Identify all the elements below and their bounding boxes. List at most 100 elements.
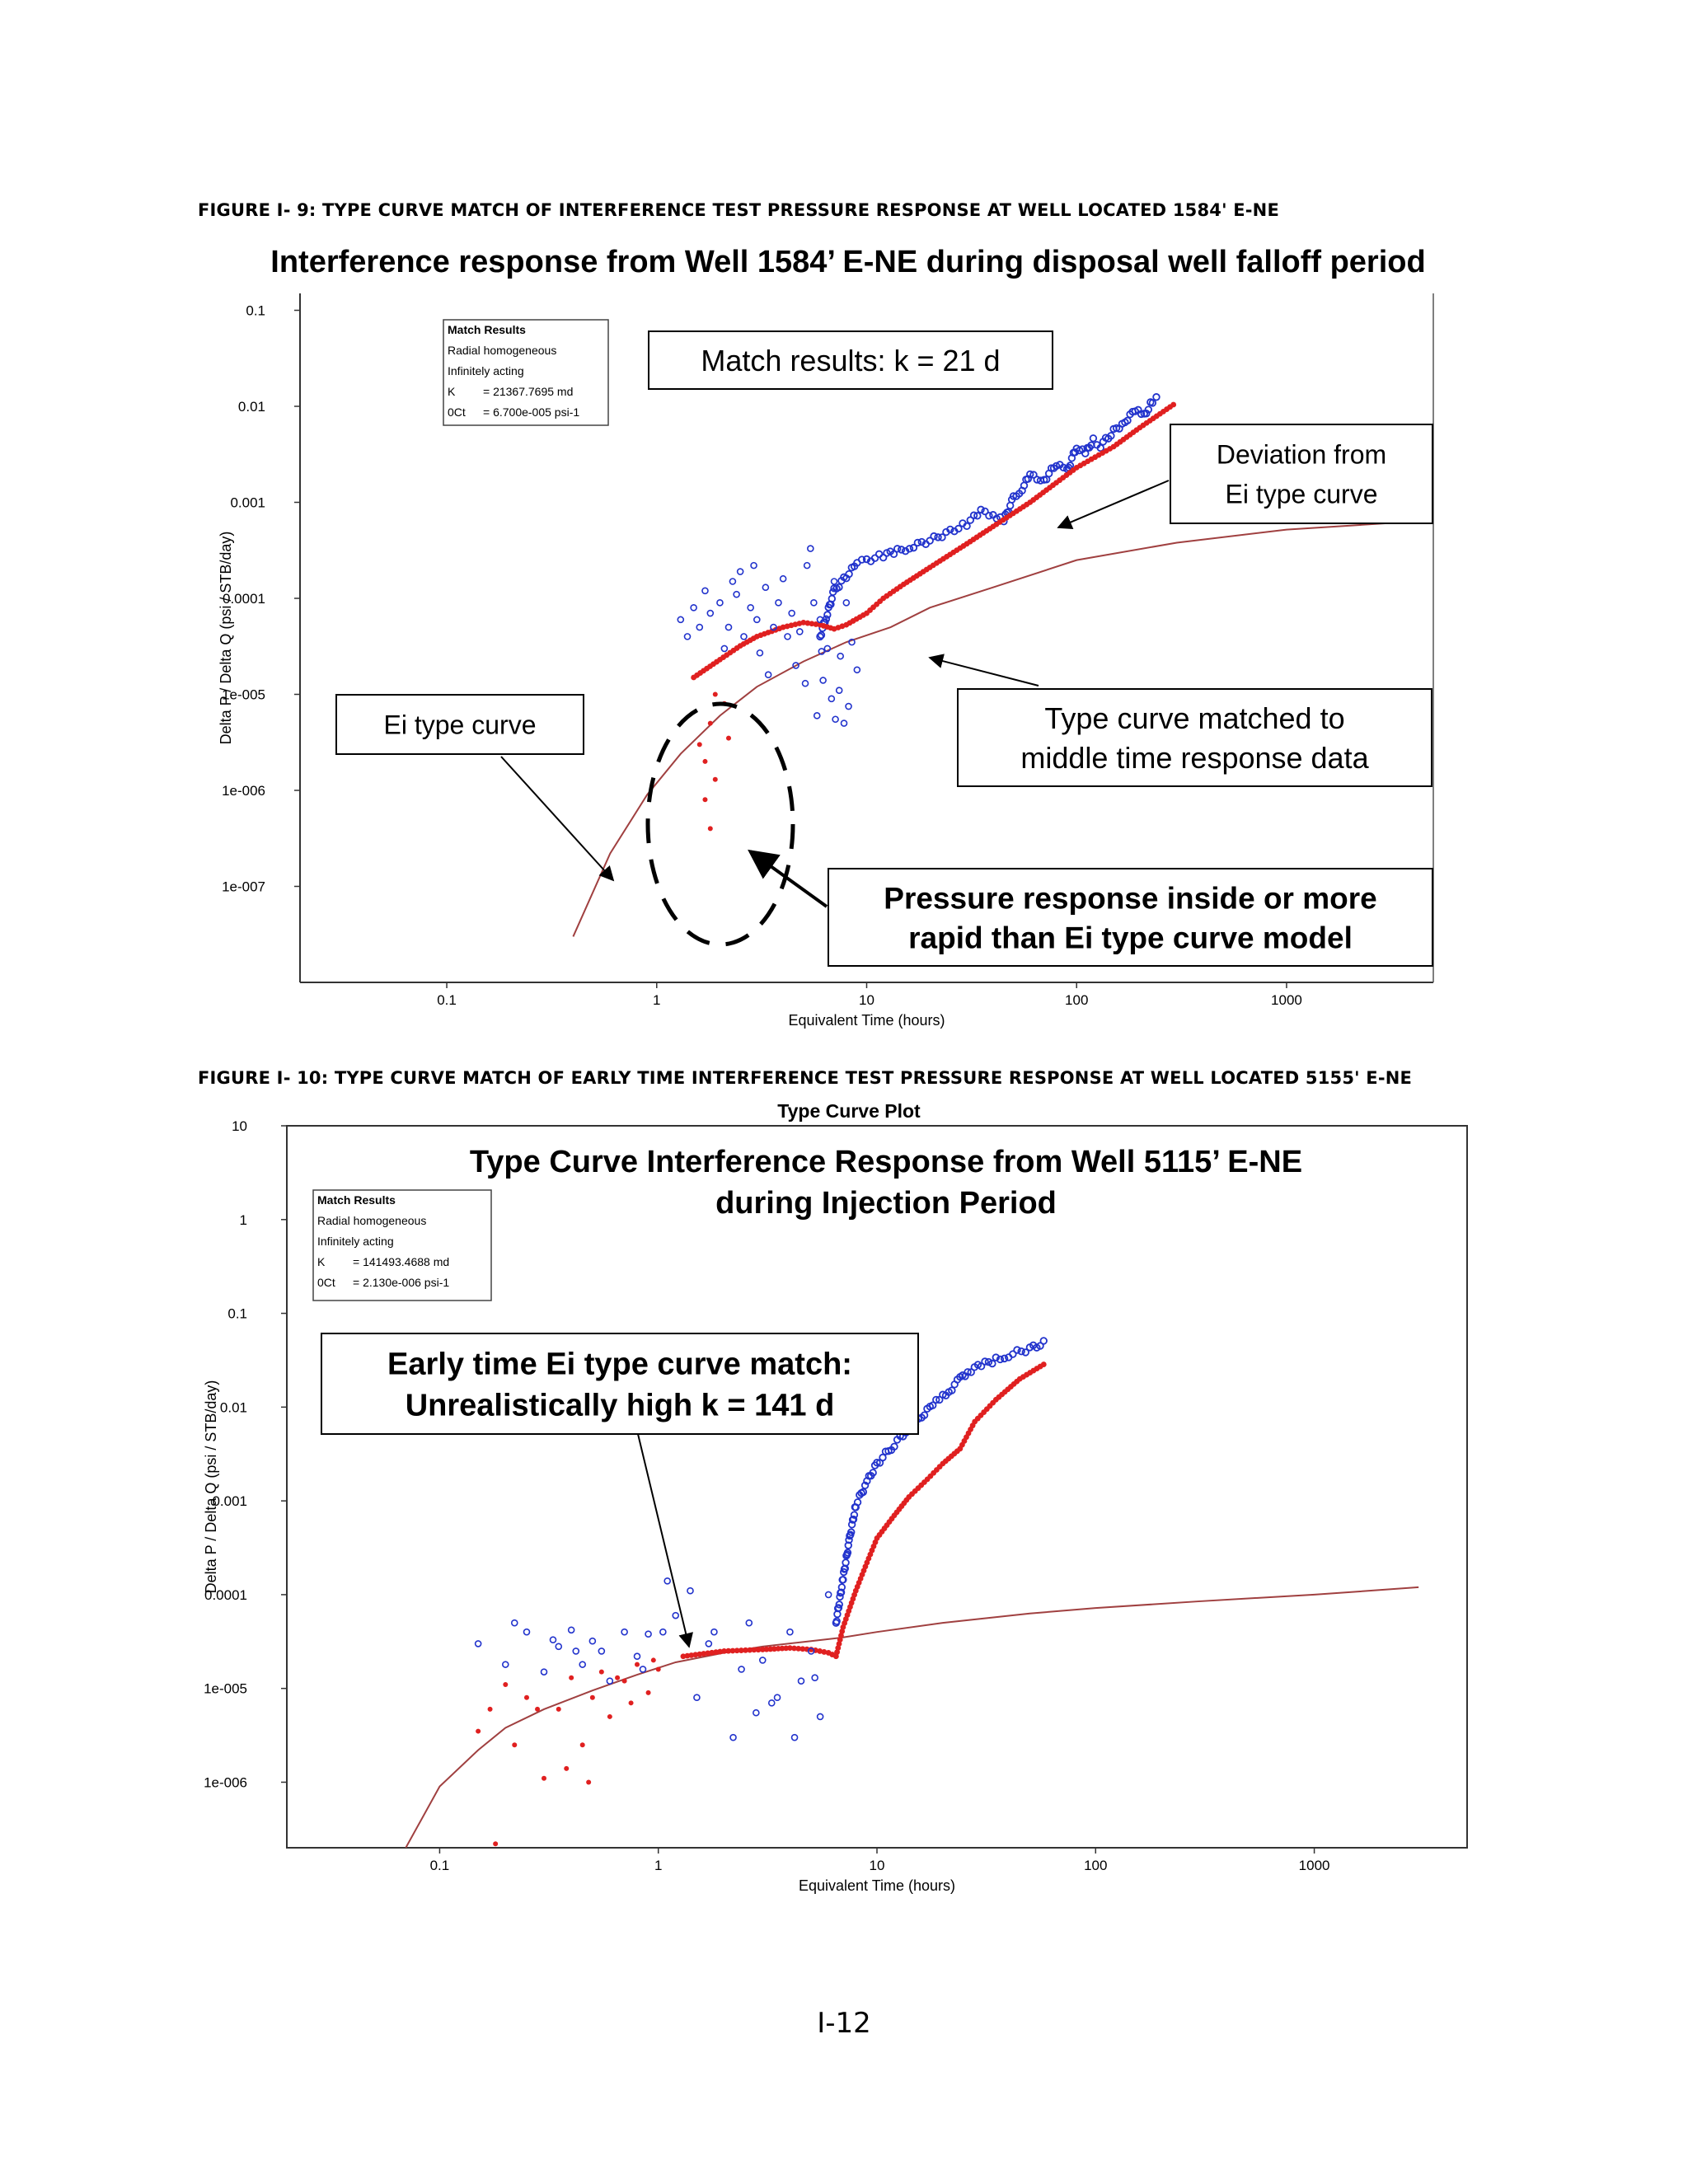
observed-scatter-point	[811, 1674, 818, 1682]
observed-point	[1052, 462, 1061, 471]
derivative-point	[709, 1649, 715, 1656]
derivative-point	[717, 1648, 724, 1655]
derivative-point	[800, 619, 807, 626]
derivative-point	[713, 1649, 720, 1656]
match-param-value: = 141493.4688 md	[353, 1255, 449, 1268]
y-tick-label: 1e-005	[204, 1681, 247, 1697]
y-tick-label: 10	[232, 1118, 247, 1134]
observed-scatter-point	[816, 1713, 824, 1721]
observed-point	[823, 611, 832, 619]
observed-scatter-point	[753, 1708, 760, 1717]
annotation-arrow	[1057, 480, 1170, 529]
highlight-ellipse	[645, 701, 795, 947]
match-results-line: Radial homogeneous	[317, 1214, 426, 1227]
plot-area	[572, 393, 1433, 937]
derivative-point	[747, 1647, 753, 1653]
derivative-scatter-point	[655, 1666, 661, 1672]
observed-point	[977, 505, 985, 514]
observed-scatter-point	[775, 599, 782, 607]
plot-area	[405, 1337, 1419, 1848]
derivative-point	[817, 1648, 823, 1654]
observed-scatter-point	[779, 574, 787, 583]
derivative-scatter-point	[628, 1700, 634, 1706]
observed-point	[1009, 1350, 1017, 1358]
observed-point	[859, 1488, 868, 1497]
derivative-point	[705, 1650, 711, 1657]
observed-point	[1026, 470, 1034, 479]
y-tick-label: 1e-006	[222, 783, 265, 799]
observed-point	[847, 1528, 856, 1536]
observed-scatter-point	[663, 1577, 671, 1585]
y-tick-label: 1e-006	[204, 1774, 247, 1790]
derivative-point	[1040, 1361, 1047, 1367]
observed-point	[913, 538, 922, 547]
page-number: I-12	[817, 2007, 871, 2040]
observed-point	[816, 632, 824, 641]
observed-point	[890, 1442, 898, 1451]
chart-inner-title: during Injection Period	[715, 1186, 1057, 1221]
match-results-line: Infinitely acting	[317, 1235, 394, 1248]
derivative-point	[729, 1647, 736, 1654]
observed-scatter-point	[816, 616, 824, 624]
x-tick-label: 10	[870, 1858, 885, 1873]
derivative-point	[692, 1652, 699, 1658]
derivative-point	[725, 1647, 732, 1654]
y-tick-label: 0.0001	[223, 591, 265, 607]
observed-scatter-point	[579, 1661, 587, 1668]
annotation-text: Match results: k = 21 d	[701, 344, 1000, 377]
chart-title: Type Curve Plot	[777, 1100, 921, 1122]
observed-scatter-point	[606, 1677, 614, 1685]
observed-scatter-point	[510, 1619, 518, 1627]
observed-point	[889, 550, 898, 559]
observed-point	[839, 1576, 847, 1584]
derivative-point	[696, 1651, 703, 1657]
observed-scatter-point	[677, 616, 685, 624]
observed-scatter-point	[738, 1666, 745, 1673]
observed-point	[984, 1357, 993, 1366]
derivative-scatter-point	[503, 1681, 509, 1687]
y-axis-label: Delta P / Delta Q (psi / STB/day)	[218, 532, 234, 745]
observed-scatter-point	[555, 1643, 563, 1651]
annotation-arrow	[637, 1433, 693, 1648]
derivative-scatter-point	[569, 1675, 574, 1680]
observed-point	[963, 522, 971, 531]
x-tick-label: 1000	[1299, 1858, 1330, 1873]
observed-point	[1013, 1346, 1021, 1354]
observed-point	[835, 1601, 843, 1609]
observed-point	[834, 1604, 843, 1612]
observed-scatter-point	[796, 628, 804, 635]
y-tick-label: 0.1	[246, 303, 265, 319]
observed-point	[969, 511, 978, 519]
match-results-line: Infinitely acting	[448, 364, 524, 377]
derivative-point	[821, 1649, 828, 1655]
observed-scatter-point	[830, 578, 838, 585]
annotation-arrow	[928, 654, 1039, 687]
observed-scatter-point	[819, 677, 827, 684]
observed-scatter-point	[832, 715, 839, 724]
observed-scatter-point	[733, 590, 740, 598]
observed-scatter-point	[567, 1626, 575, 1634]
derivative-scatter-point	[712, 691, 718, 697]
match-results-box	[312, 1189, 492, 1301]
observed-point	[1029, 471, 1038, 479]
annotation-text: middle time response data	[1020, 741, 1369, 775]
observed-scatter-point	[645, 1630, 652, 1638]
observed-point	[930, 532, 938, 541]
observed-point	[946, 525, 954, 534]
observed-scatter-point	[745, 1619, 753, 1627]
observed-point	[981, 1357, 989, 1366]
annotation-text: Type curve matched to	[1044, 701, 1344, 735]
observed-scatter-point	[792, 662, 799, 669]
observed-point	[1039, 1337, 1048, 1345]
match-param-value: = 6.700e-005 psi-1	[483, 405, 579, 419]
derivative-point	[813, 621, 819, 627]
figure-10-caption: FIGURE I- 10: TYPE CURVE MATCH OF EARLY …	[198, 1068, 1413, 1088]
derivative-scatter-point	[589, 1694, 595, 1700]
observed-scatter-point	[842, 599, 851, 607]
y-tick-label: 1e-007	[222, 879, 265, 895]
derivative-point	[680, 1653, 687, 1660]
derivative-scatter-point	[556, 1706, 561, 1712]
observed-scatter-point	[762, 583, 770, 592]
observed-point	[869, 1469, 877, 1477]
